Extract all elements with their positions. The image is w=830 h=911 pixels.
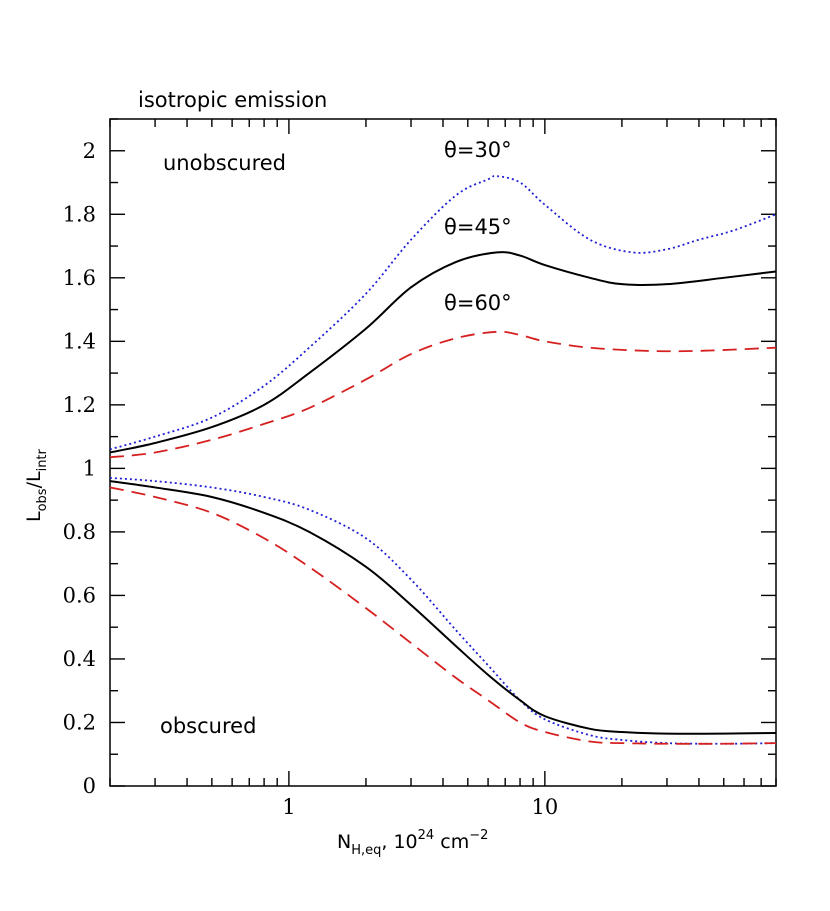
y-tick-label: 0 [83, 774, 96, 798]
x-label-tail: cm [434, 831, 469, 853]
obscured-dashed-line [109, 486, 777, 745]
chart-title: isotropic emission [138, 88, 327, 112]
y-tick-label: 0.4 [63, 647, 96, 671]
y-tick-label: 1.6 [63, 266, 96, 290]
y-label-sep: /L [23, 471, 45, 488]
y-tick-label: 1.2 [63, 393, 96, 417]
y-label-sub2: intr [35, 448, 50, 471]
x-tick-label: 10 [531, 795, 558, 819]
y-tick-label: 1 [83, 456, 96, 480]
data-lines [109, 175, 777, 745]
x-label-main: N [337, 831, 351, 853]
y-tick-label: 1.8 [63, 202, 96, 226]
x-label-sub: H,eq [351, 843, 381, 858]
x-axis-label: NH,eq, 1024 cm−2 [337, 828, 488, 858]
y-tick-labels: 0 0.2 0.4 0.6 0.8 1 1.2 1.4 1.6 1.8 2 [63, 139, 96, 798]
obscured-dotted-line [109, 477, 777, 745]
axis-ticks [109, 118, 777, 787]
y-axis-label: Lobs/Lintr [23, 448, 50, 522]
unobscured-dotted-line [109, 175, 777, 451]
unobscured-solid-line [109, 251, 777, 454]
theta-30-label: θ=30° [444, 138, 512, 162]
x-label-sup2: −2 [469, 828, 488, 843]
theta-45-label: θ=45° [444, 215, 512, 239]
y-tick-label: 0.2 [63, 710, 96, 734]
y-label-main: L [23, 511, 45, 522]
x-tick-label: 1 [282, 795, 295, 819]
unobscured-label: unobscured [163, 151, 286, 175]
x-tick-labels: 1 10 [282, 795, 558, 819]
plot-frame [109, 118, 777, 787]
y-tick-label: 0.6 [63, 583, 96, 607]
theta-60-label: θ=60° [444, 291, 512, 315]
obscured-solid-line [109, 480, 777, 735]
x-label-sup: 24 [418, 828, 435, 843]
y-tick-label: 1.4 [63, 329, 96, 353]
y-tick-label: 2 [83, 139, 96, 163]
y-tick-label: 0.8 [63, 520, 96, 544]
y-label-sub1: obs [35, 488, 50, 511]
obscured-label: obscured [160, 714, 256, 738]
unobscured-dashed-line [109, 330, 777, 459]
x-label-rest: , 10 [381, 831, 417, 853]
